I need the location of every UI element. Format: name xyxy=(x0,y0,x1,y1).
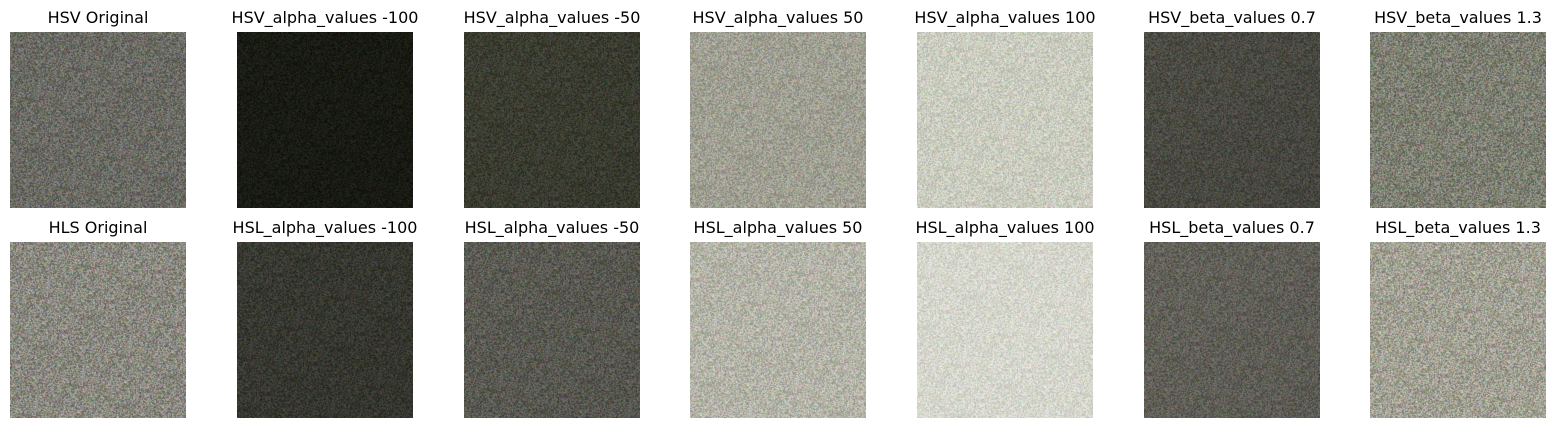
panel-hsv-original: HSV Original xyxy=(10,8,186,208)
panel-title: HSL_beta_values 0.7 xyxy=(1149,218,1315,237)
panel-hsv-alpha-minus-50: HSV_alpha_values -50 xyxy=(464,8,640,208)
noise-image xyxy=(690,242,866,418)
panel-hsv-beta-1-3: HSV_beta_values 1.3 xyxy=(1370,8,1546,208)
panel-title: HSV_alpha_values 50 xyxy=(692,8,864,27)
panel-hsl-alpha-50: HSL_alpha_values 50 xyxy=(690,218,866,418)
panel-title: HSV_alpha_values -50 xyxy=(463,8,641,27)
panel-title: HSV_alpha_values 100 xyxy=(914,8,1096,27)
noise-image xyxy=(464,32,640,208)
panel-hls-original: HLS Original xyxy=(10,218,186,418)
panel-hsv-beta-0-7: HSV_beta_values 0.7 xyxy=(1144,8,1320,208)
noise-image xyxy=(10,242,186,418)
panel-hsv-alpha-100: HSV_alpha_values 100 xyxy=(914,8,1096,208)
noise-image xyxy=(10,32,186,208)
noise-image xyxy=(1370,32,1546,208)
panel-title: HSL_alpha_values -100 xyxy=(232,218,418,237)
panel-hsl-alpha-100: HSL_alpha_values 100 xyxy=(915,218,1095,418)
noise-image xyxy=(464,242,640,418)
panel-title: HLS Original xyxy=(48,218,148,237)
noise-image xyxy=(237,32,413,208)
panel-hsv-alpha-50: HSV_alpha_values 50 xyxy=(690,8,866,208)
noise-image xyxy=(690,32,866,208)
noise-image xyxy=(237,242,413,418)
noise-image xyxy=(1144,32,1320,208)
panel-hsl-alpha-minus-50: HSL_alpha_values -50 xyxy=(464,218,640,418)
noise-image xyxy=(917,32,1093,208)
noise-image xyxy=(1144,242,1320,418)
panel-hsv-alpha-minus-100: HSV_alpha_values -100 xyxy=(232,8,418,208)
noise-image xyxy=(1370,242,1546,418)
panel-title: HSL_alpha_values 100 xyxy=(915,218,1095,237)
panel-title: HSL_beta_values 1.3 xyxy=(1375,218,1541,237)
panel-title: HSV_alpha_values -100 xyxy=(231,8,419,27)
panel-hsl-alpha-minus-100: HSL_alpha_values -100 xyxy=(233,218,417,418)
panel-title: HSV_beta_values 0.7 xyxy=(1148,8,1316,27)
panel-title: HSV Original xyxy=(47,8,149,27)
noise-image xyxy=(917,242,1093,418)
panel-title: HSV_beta_values 1.3 xyxy=(1374,8,1542,27)
panel-hsl-beta-1-3: HSL_beta_values 1.3 xyxy=(1370,218,1546,418)
panel-title: HSL_alpha_values -50 xyxy=(464,218,640,237)
panel-title: HSL_alpha_values 50 xyxy=(693,218,863,237)
panel-hsl-beta-0-7: HSL_beta_values 0.7 xyxy=(1144,218,1320,418)
